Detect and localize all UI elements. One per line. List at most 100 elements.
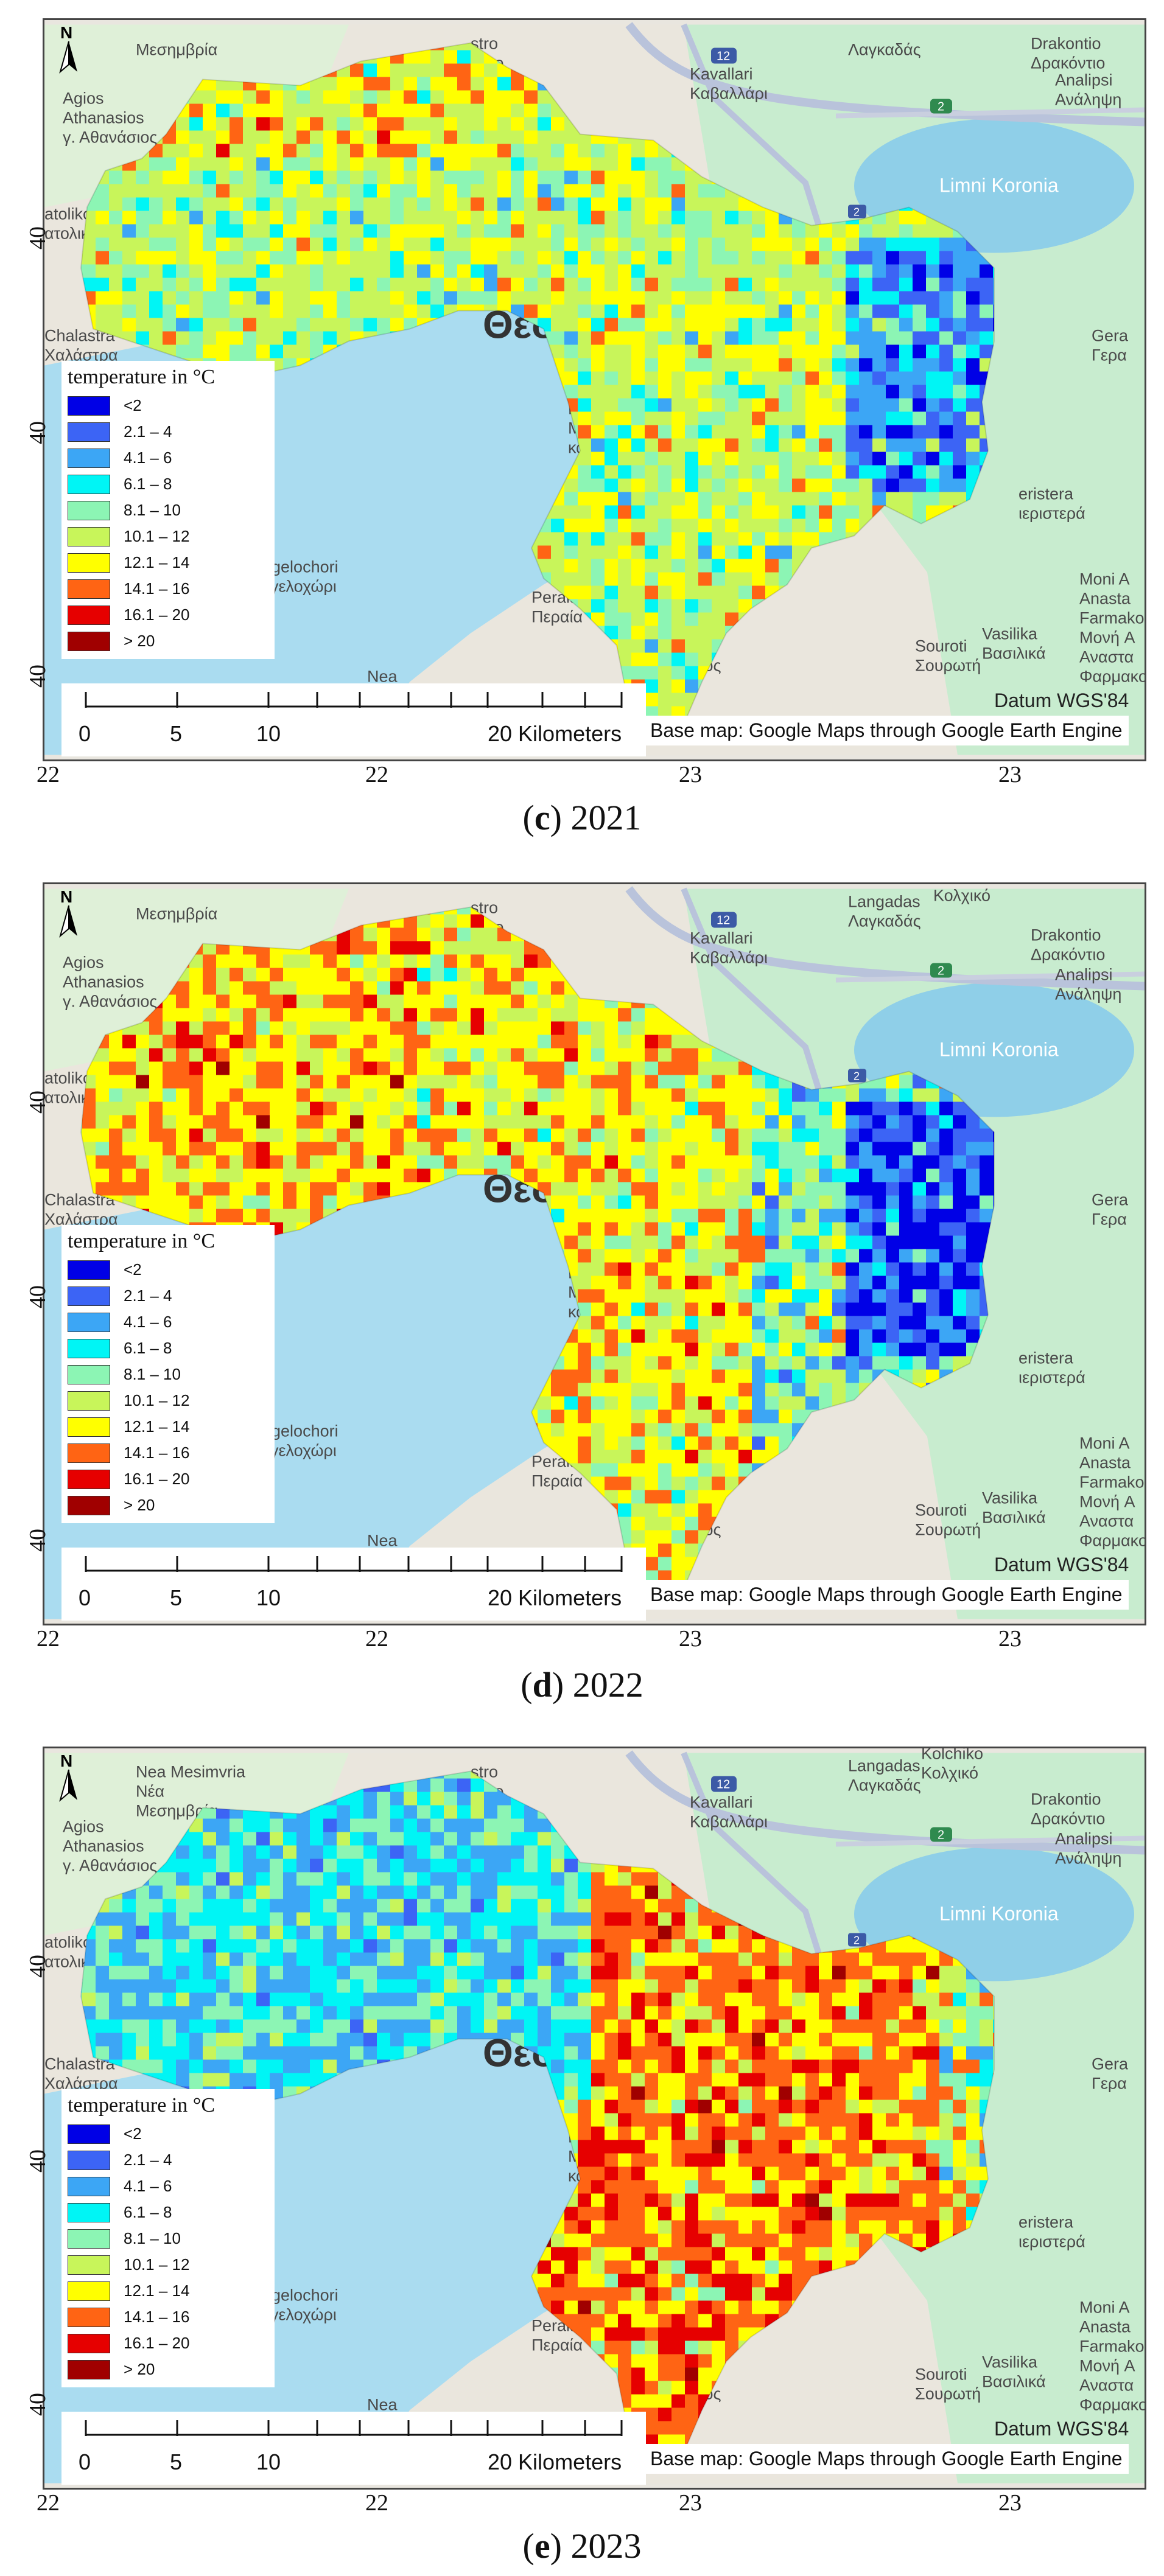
lst-cell xyxy=(685,331,699,346)
lst-cell xyxy=(471,1048,485,1063)
lst-cell xyxy=(484,224,498,239)
lst-cell xyxy=(926,385,940,399)
lst-cell xyxy=(350,1021,364,1036)
lst-cell xyxy=(189,344,203,359)
legend-swatch xyxy=(68,500,110,520)
legend-title: temperature in °C xyxy=(68,366,216,388)
lst-cell xyxy=(417,1021,431,1036)
lst-cell xyxy=(872,398,886,413)
lst-cell xyxy=(497,1008,511,1022)
legend-swatch xyxy=(68,396,110,416)
lst-cell xyxy=(283,304,297,319)
lst-cell xyxy=(457,1061,471,1076)
lst-cell xyxy=(805,518,819,533)
lst-cell xyxy=(511,1008,525,1022)
lst-cell xyxy=(846,224,860,239)
lst-cell xyxy=(578,1061,592,1076)
lst-cell xyxy=(430,90,444,105)
lst-cell xyxy=(631,371,645,386)
lst-cell xyxy=(913,358,927,372)
lst-cell xyxy=(243,1021,257,1036)
lst-cell xyxy=(872,304,886,319)
lst-cell xyxy=(417,1048,431,1063)
lst-cell xyxy=(323,1061,337,1076)
lst-cell xyxy=(564,144,578,158)
lst-cell xyxy=(390,941,404,955)
lst-cell xyxy=(725,545,739,560)
lst-cell xyxy=(993,264,994,279)
lst-cell xyxy=(738,1075,752,1089)
lst-cell xyxy=(859,505,873,520)
lst-cell xyxy=(243,157,257,172)
lst-cell xyxy=(471,157,485,172)
lst-cell xyxy=(846,411,860,426)
lst-cell xyxy=(350,211,364,225)
lst-cell xyxy=(605,452,619,466)
lst-cell xyxy=(832,518,846,533)
lst-cell xyxy=(605,1075,619,1089)
place-label: Drakontio Δρακόντιο xyxy=(1031,926,1105,964)
lst-cell xyxy=(149,170,163,185)
lst-cell xyxy=(377,103,391,118)
legend-swatch xyxy=(68,474,110,494)
lst-cell xyxy=(230,981,244,996)
lst-cell xyxy=(457,144,471,158)
lst-cell xyxy=(846,425,860,439)
lst-cell xyxy=(484,968,498,982)
lst-cell xyxy=(230,264,244,279)
map-frame: Limni Koronia 12 2 2 Μεσημβρία Agios Athanasio… xyxy=(43,18,1146,761)
legend-item: 2.1 – 4 xyxy=(68,419,268,445)
lst-cell xyxy=(725,304,739,319)
lst-cell xyxy=(631,425,645,439)
lst-cell xyxy=(685,251,699,265)
lst-cell xyxy=(698,626,712,640)
lst-cell xyxy=(805,438,819,453)
lst-cell xyxy=(256,144,270,158)
lst-cell xyxy=(846,385,860,399)
lst-cell xyxy=(176,1061,190,1076)
lst-cell xyxy=(725,264,739,279)
lst-cell xyxy=(203,237,217,252)
lst-cell xyxy=(792,532,806,546)
lst-cell xyxy=(645,157,659,172)
lst-cell xyxy=(738,585,752,600)
lst-cell xyxy=(484,1088,498,1103)
lst-cell xyxy=(363,277,377,292)
lst-cell xyxy=(846,331,860,346)
lst-cell xyxy=(551,1021,565,1036)
lst-cell xyxy=(564,1061,578,1076)
lst-cell xyxy=(444,1021,458,1036)
lst-cell xyxy=(189,1075,203,1089)
lst-cell xyxy=(484,1035,498,1049)
lst-cell xyxy=(953,331,967,346)
lst-cell xyxy=(564,478,578,493)
lst-cell xyxy=(712,478,726,493)
lst-cell xyxy=(203,1088,217,1103)
lst-cell xyxy=(216,237,230,252)
lst-cell xyxy=(645,452,659,466)
lst-cell xyxy=(350,77,364,91)
lst-cell xyxy=(350,144,364,158)
lst-cell xyxy=(631,452,645,466)
lst-cell xyxy=(122,277,136,292)
lst-cell xyxy=(337,331,351,346)
lst-cell xyxy=(377,318,391,332)
lst-cell xyxy=(872,318,886,332)
lst-cell xyxy=(712,224,726,239)
lst-cell xyxy=(658,1048,672,1063)
lst-cell xyxy=(792,291,806,305)
lst-cell xyxy=(230,968,244,982)
lst-cell xyxy=(605,559,619,573)
lst-cell xyxy=(404,237,418,252)
scale-bar-ticks xyxy=(85,692,623,708)
lst-cell xyxy=(685,666,699,680)
lst-cell xyxy=(712,291,726,305)
lst-cell xyxy=(296,90,310,105)
lst-cell xyxy=(471,981,485,996)
lst-cell xyxy=(511,77,525,91)
lst-cell xyxy=(564,331,578,346)
lst-cell xyxy=(819,344,833,359)
lst-cell xyxy=(404,251,418,265)
lst-cell xyxy=(939,318,953,332)
lst-cell xyxy=(631,318,645,332)
